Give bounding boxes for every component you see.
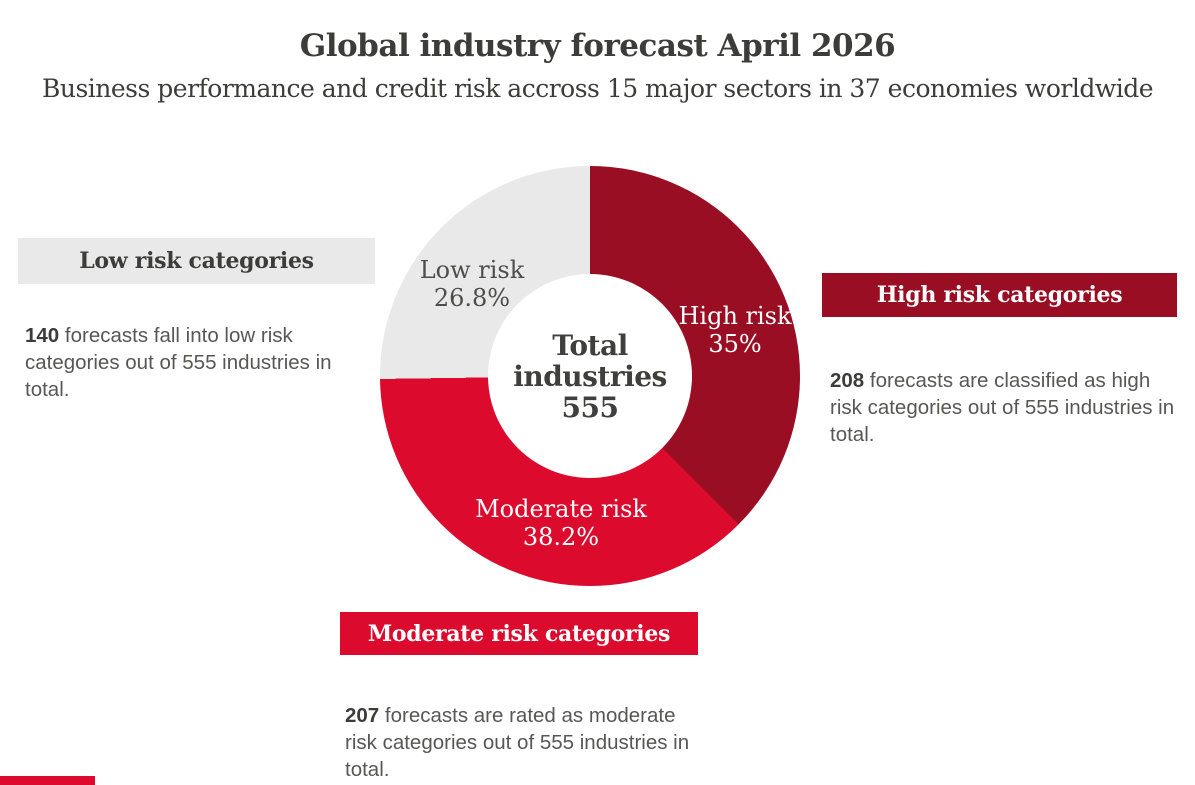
slice-label-moderate-risk-pct: 38.2% — [522, 523, 600, 551]
slice-label-low-risk-pct: 26.8% — [433, 284, 511, 312]
callout-number-moderate-risk: 207 — [345, 703, 380, 727]
slice-label-high-risk: High risk 35% — [678, 302, 791, 358]
page-title: Global industry forecast April 2026 — [299, 28, 896, 64]
callout-body-moderate-risk: 207 forecasts are rated as moderate risk… — [345, 702, 693, 783]
callout-header-high-risk: High risk categories — [822, 273, 1177, 317]
slice-label-high-risk-pct: 35% — [708, 330, 762, 358]
donut-hole: Total industries 555 — [488, 274, 692, 478]
callout-text-moderate-risk: forecasts are rated as moderate risk cat… — [345, 703, 690, 781]
donut-chart: Total industries 555 — [380, 166, 800, 586]
callout-body-high-risk: 208 forecasts are classified as high ris… — [830, 367, 1180, 448]
slice-label-moderate-risk-name: Moderate risk — [475, 495, 647, 523]
donut-center-label: Total industries 555 — [488, 330, 692, 423]
callout-number-high-risk: 208 — [830, 368, 865, 392]
slice-label-high-risk-name: High risk — [678, 302, 792, 330]
callout-body-low-risk: 140 forecasts fall into low risk categor… — [25, 322, 357, 403]
slice-label-low-risk: Low risk 26.8% — [420, 256, 525, 312]
callout-number-low-risk: 140 — [25, 323, 60, 347]
slice-label-low-risk-name: Low risk — [419, 256, 525, 284]
callout-header-moderate-risk: Moderate risk categories — [340, 612, 698, 655]
brand-bar — [0, 776, 95, 785]
callout-text-high-risk: forecasts are classified as high risk ca… — [830, 368, 1175, 446]
center-label-text: Total industries — [513, 328, 667, 393]
callout-header-low-risk: Low risk categories — [18, 238, 375, 284]
callout-text-low-risk: forecasts fall into low risk categories … — [25, 323, 332, 401]
center-label-value: 555 — [561, 390, 619, 424]
page-subtitle: Business performance and credit risk acc… — [41, 74, 1154, 103]
slice-label-moderate-risk: Moderate risk 38.2% — [475, 495, 647, 551]
